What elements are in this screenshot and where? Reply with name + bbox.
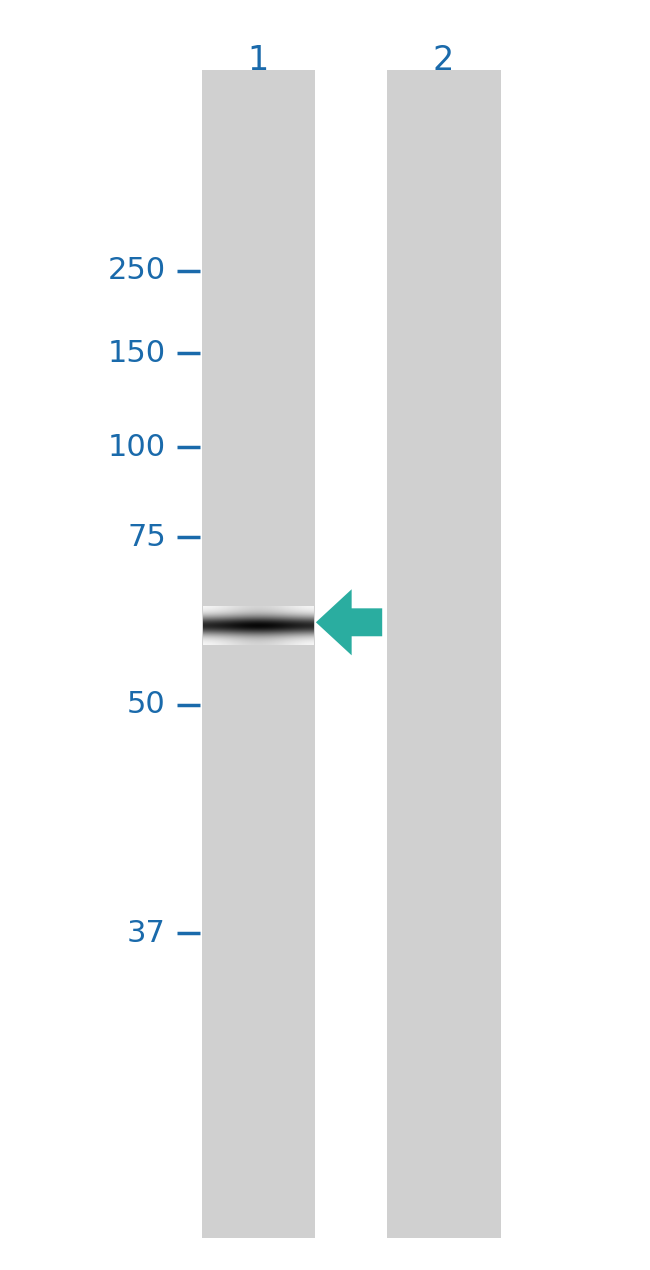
FancyArrow shape [316, 589, 382, 655]
Text: 150: 150 [108, 339, 166, 367]
Text: 75: 75 [127, 523, 166, 551]
Text: 1: 1 [248, 44, 268, 77]
Text: 250: 250 [108, 257, 166, 284]
Bar [387, 70, 500, 1238]
Text: 2: 2 [433, 44, 454, 77]
Text: 37: 37 [127, 919, 166, 947]
Text: 50: 50 [127, 691, 166, 719]
Bar [202, 70, 315, 1238]
Text: 100: 100 [108, 433, 166, 461]
